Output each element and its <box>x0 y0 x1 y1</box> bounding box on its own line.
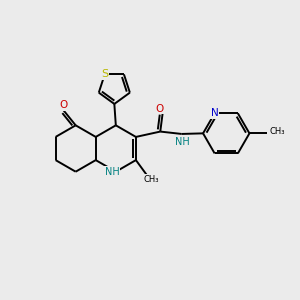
Text: O: O <box>59 100 67 110</box>
Text: N: N <box>211 108 218 118</box>
Text: CH₃: CH₃ <box>269 128 284 136</box>
Text: O: O <box>155 104 164 114</box>
Text: NH: NH <box>105 167 120 177</box>
Text: S: S <box>101 69 108 80</box>
Text: CH₃: CH₃ <box>143 175 158 184</box>
Text: NH: NH <box>175 137 190 147</box>
